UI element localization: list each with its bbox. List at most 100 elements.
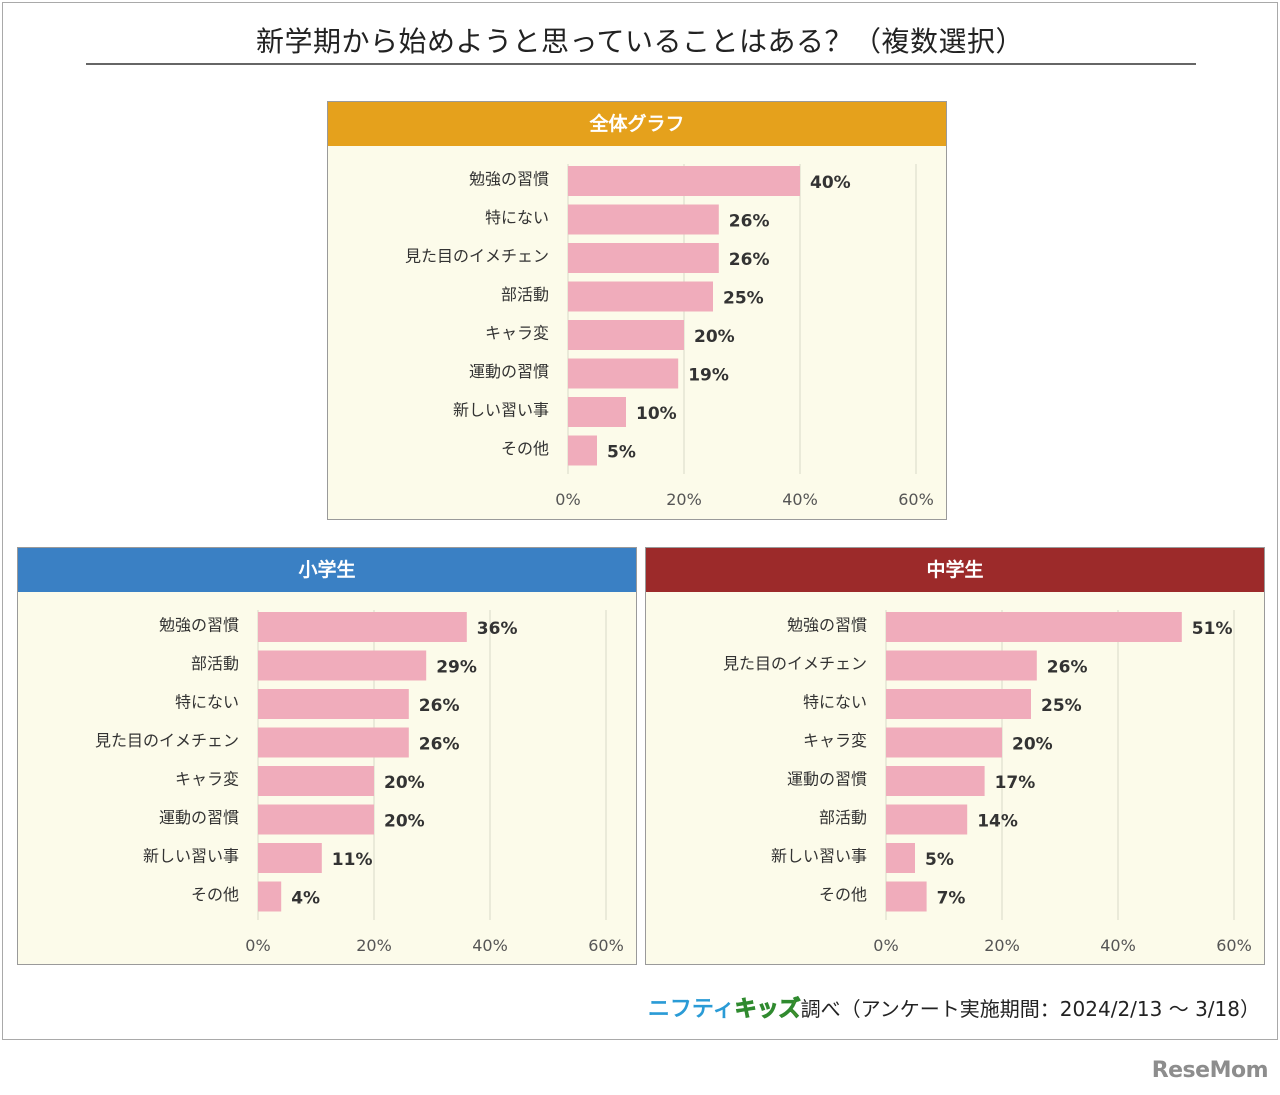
bar	[258, 612, 467, 642]
x-tick-label: 20%	[356, 936, 392, 955]
x-tick-label: 20%	[984, 936, 1020, 955]
x-tick-label: 60%	[898, 490, 934, 509]
category-label: 勉強の習慣	[159, 616, 239, 635]
value-label: 40%	[810, 173, 851, 193]
x-tick-label: 40%	[472, 936, 508, 955]
x-tick-label: 40%	[1100, 936, 1136, 955]
category-label: その他	[191, 885, 239, 904]
category-label: 見た目のイメチェン	[723, 654, 867, 673]
value-label: 14%	[977, 812, 1018, 832]
category-label: 特にない	[485, 208, 549, 227]
value-label: 10%	[636, 404, 677, 424]
category-label: 運動の習慣	[787, 770, 867, 789]
page-title: 新学期から始めようと思っていることはある？（複数選択）	[255, 25, 1025, 58]
value-label: 26%	[419, 735, 460, 755]
bar	[258, 843, 322, 873]
value-label: 26%	[729, 250, 770, 270]
source-note: 調べ（アンケート実施期間：2024/2/13 ～ 3/18）	[800, 997, 1260, 1021]
overall-chart-panel: 全体グラフ 0% 20% 40% 60% 勉強の習慣 40% 特にない 26% 見た目のイメチェ…	[327, 101, 947, 520]
elementary-chart-title: 小学生	[18, 548, 636, 592]
brand-logo-kids: キッズ	[734, 997, 801, 1023]
bar	[886, 766, 985, 796]
x-tick-label: 0%	[245, 936, 270, 955]
value-label: 19%	[688, 366, 729, 386]
category-label: 部活動	[819, 808, 867, 827]
value-label: 7%	[937, 889, 966, 909]
bar	[886, 727, 1002, 758]
value-label: 4%	[291, 889, 320, 909]
bar	[258, 689, 409, 719]
bar	[568, 204, 719, 235]
category-label: 運動の習慣	[469, 362, 549, 381]
bar	[886, 881, 927, 912]
x-tick-label: 60%	[588, 936, 624, 955]
bar	[886, 689, 1031, 719]
middle-school-chart-title: 中学生	[646, 548, 1264, 592]
bar	[568, 320, 684, 350]
bar	[886, 804, 968, 835]
bar	[258, 881, 282, 912]
value-label: 25%	[723, 289, 764, 309]
category-label: 新しい習い事	[771, 847, 867, 866]
survey-source: ニフティキッズ調べ（アンケート実施期間：2024/2/13 ～ 3/18）	[648, 991, 1260, 1023]
category-label: その他	[819, 885, 867, 904]
category-label: キャラ変	[803, 731, 867, 750]
bar	[568, 166, 800, 196]
value-label: 36%	[477, 619, 518, 639]
x-tick-label: 0%	[555, 490, 580, 509]
value-label: 25%	[1041, 696, 1082, 716]
value-label: 20%	[694, 327, 735, 347]
bar	[258, 766, 374, 796]
middle-school-chart-panel: 中学生 0% 20% 40% 60% 勉強の習慣 51% 見た目のイメチェン 26% 特にない 2…	[645, 547, 1265, 965]
value-label: 26%	[1047, 658, 1088, 678]
bar	[568, 243, 719, 273]
value-label: 26%	[729, 212, 770, 232]
value-label: 5%	[925, 850, 954, 870]
category-label: 勉強の習慣	[787, 616, 867, 635]
bar	[886, 612, 1182, 642]
value-label: 20%	[1012, 735, 1053, 755]
bar	[568, 435, 597, 466]
category-label: キャラ変	[175, 770, 239, 789]
bar	[258, 804, 374, 835]
title-divider	[86, 63, 1196, 65]
bar	[568, 281, 713, 312]
value-label: 5%	[607, 443, 636, 463]
category-label: キャラ変	[485, 324, 549, 343]
value-label: 17%	[995, 773, 1036, 793]
x-tick-label: 0%	[873, 936, 898, 955]
elementary-bar-chart: 0% 20% 40% 60% 勉強の習慣 36% 部活動 29% 特にない 26% 見た目のイメチェ…	[95, 610, 624, 955]
brand-logo-nifty: ニフティ	[647, 997, 735, 1022]
x-tick-label: 20%	[666, 490, 702, 509]
bar	[886, 650, 1037, 681]
bar	[886, 843, 915, 873]
value-label: 20%	[384, 812, 425, 832]
bar	[258, 727, 409, 758]
category-label: 勉強の習慣	[469, 170, 549, 189]
elementary-chart-panel: 小学生 0% 20% 40% 60% 勉強の習慣 36% 部活動 29% 特にない 26% 見た目の…	[17, 547, 637, 965]
x-tick-label: 40%	[782, 490, 818, 509]
bar	[568, 397, 626, 427]
category-label: 新しい習い事	[143, 847, 239, 866]
category-label: 部活動	[501, 285, 549, 304]
bar	[258, 650, 427, 681]
middle-school-bar-chart: 0% 20% 40% 60% 勉強の習慣 51% 見た目のイメチェン 26% 特にない 25% キャ…	[723, 610, 1252, 955]
value-label: 51%	[1192, 619, 1233, 639]
category-label: 特にない	[175, 693, 239, 712]
x-tick-label: 60%	[1216, 936, 1252, 955]
category-label: 部活動	[191, 654, 239, 673]
resemom-watermark: ReseMom	[1151, 1058, 1269, 1083]
category-label: 新しい習い事	[453, 401, 549, 420]
overall-chart-title: 全体グラフ	[328, 102, 946, 146]
value-label: 29%	[436, 658, 477, 678]
category-label: 見た目のイメチェン	[95, 731, 239, 750]
category-label: 見た目のイメチェン	[405, 247, 549, 266]
category-label: その他	[501, 439, 549, 458]
overall-bar-chart: 0% 20% 40% 60% 勉強の習慣 40% 特にない 26% 見た目のイメチェン 26% 部活…	[405, 164, 934, 509]
value-label: 11%	[332, 850, 373, 870]
category-label: 運動の習慣	[159, 808, 239, 827]
value-label: 26%	[419, 696, 460, 716]
value-label: 20%	[384, 773, 425, 793]
category-label: 特にない	[803, 693, 867, 712]
bar	[568, 358, 679, 389]
